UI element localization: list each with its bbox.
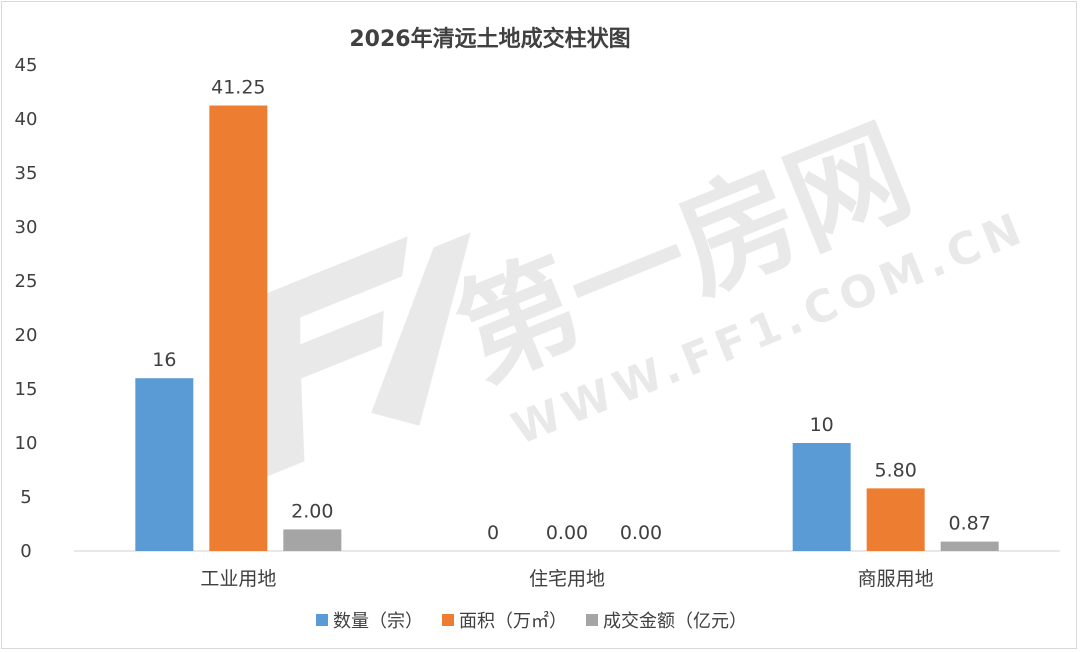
data-label: 0.00	[620, 522, 662, 544]
y-tick-label: 0	[20, 541, 31, 562]
y-tick-label: 10	[15, 433, 38, 454]
category-labels: 工业用地 住宅用地 商服用地	[200, 568, 933, 590]
y-tick-label: 5	[20, 487, 31, 508]
legend-swatch	[316, 614, 328, 626]
chart-title: 2026年清远土地成交柱状图	[349, 26, 630, 52]
y-tick-label: 35	[15, 163, 38, 184]
y-tick-label: 15	[15, 379, 38, 400]
data-label: 2.00	[291, 500, 333, 522]
legend-label: 数量（宗）	[333, 611, 423, 632]
data-label: 41.25	[211, 77, 265, 99]
legend-label: 成交金额（亿元）	[603, 611, 747, 632]
y-tick-label: 25	[15, 271, 38, 292]
y-tick-label: 20	[15, 325, 38, 346]
watermark: 第一房网 WWW.FF1.COM.CN	[250, 101, 1034, 479]
legend-label: 面积（万㎡）	[459, 610, 567, 632]
data-label: 0	[487, 522, 499, 544]
data-label: 5.80	[875, 459, 917, 481]
data-label: 0.00	[546, 522, 588, 544]
y-tick-label: 40	[15, 109, 38, 130]
bar-2-2	[940, 541, 999, 551]
legend-swatch	[442, 614, 454, 626]
y-tick-label: 30	[15, 217, 38, 238]
data-labels: 16 41.25 2.00 0 0.00 0.00 10 5.80 0.87	[152, 77, 991, 545]
y-tick-label: 45	[15, 55, 38, 76]
category-label: 商服用地	[858, 568, 934, 590]
bars	[135, 105, 999, 551]
category-label: 工业用地	[200, 568, 276, 590]
data-label: 0.87	[949, 513, 991, 535]
bar-1-0	[209, 105, 268, 551]
data-label: 16	[152, 349, 176, 371]
legend: 数量（宗） 面积（万㎡） 成交金额（亿元）	[316, 610, 747, 632]
legend-swatch	[586, 614, 598, 626]
bar-0-0	[135, 378, 194, 551]
y-axis: 0 5 10 15 20 25 30 35 40 45	[15, 55, 38, 562]
bar-0-2	[792, 443, 851, 551]
watermark-logo	[250, 232, 471, 479]
category-label: 住宅用地	[529, 568, 605, 590]
bar-1-2	[866, 488, 925, 551]
data-label: 10	[810, 414, 834, 436]
bar-2-0	[283, 529, 342, 551]
